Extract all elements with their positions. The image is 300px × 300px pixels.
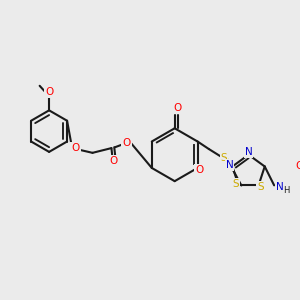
Text: O: O [173, 103, 181, 113]
Text: O: O [296, 161, 300, 172]
Text: N: N [226, 160, 233, 170]
Text: S: S [257, 182, 264, 192]
Text: S: S [232, 178, 239, 189]
Text: O: O [45, 87, 53, 98]
Text: H: H [284, 186, 290, 195]
Text: N: N [276, 182, 284, 192]
Text: S: S [221, 154, 227, 164]
Text: O: O [71, 143, 80, 153]
Text: O: O [122, 138, 130, 148]
Text: N: N [245, 147, 252, 157]
Text: O: O [195, 165, 204, 175]
Text: O: O [109, 156, 117, 166]
